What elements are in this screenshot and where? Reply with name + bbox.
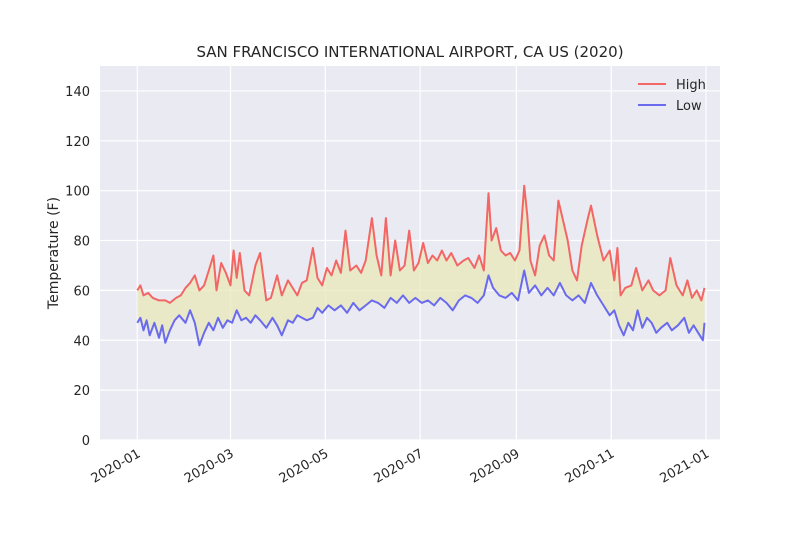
series-line-low xyxy=(136,269,706,347)
legend: High Low xyxy=(638,78,706,114)
legend-label-high: High xyxy=(676,78,706,93)
y-tick-label: 60 xyxy=(73,284,90,299)
x-tick-label: 2020-11 xyxy=(563,446,618,486)
x-tick-label: 2020-05 xyxy=(277,446,332,486)
x-tick-label: 2021-01 xyxy=(657,446,712,486)
grid xyxy=(100,66,720,441)
x-tick-label: 2020-07 xyxy=(372,446,427,486)
y-tick-label: 20 xyxy=(73,384,90,399)
chart-title: SAN FRANCISCO INTERNATIONAL AIRPORT, CA … xyxy=(196,43,623,61)
y-tick-label: 40 xyxy=(73,334,90,349)
series-line-high xyxy=(136,184,706,304)
legend-label-low: Low xyxy=(676,99,702,114)
x-tick-label: 2020-09 xyxy=(468,446,523,486)
series-lines xyxy=(136,184,706,347)
y-tick-label: 100 xyxy=(65,185,90,200)
y-tick-label: 80 xyxy=(73,235,90,250)
y-tick-label: 0 xyxy=(82,434,90,449)
y-tick-label: 120 xyxy=(65,135,90,150)
y-tick-label: 140 xyxy=(65,85,90,100)
y-axis-label: Temperature (F) xyxy=(46,197,62,310)
x-tick-label: 2020-03 xyxy=(182,446,237,486)
x-tick-label: 2020-01 xyxy=(89,446,144,486)
high-low-fill xyxy=(137,185,705,346)
